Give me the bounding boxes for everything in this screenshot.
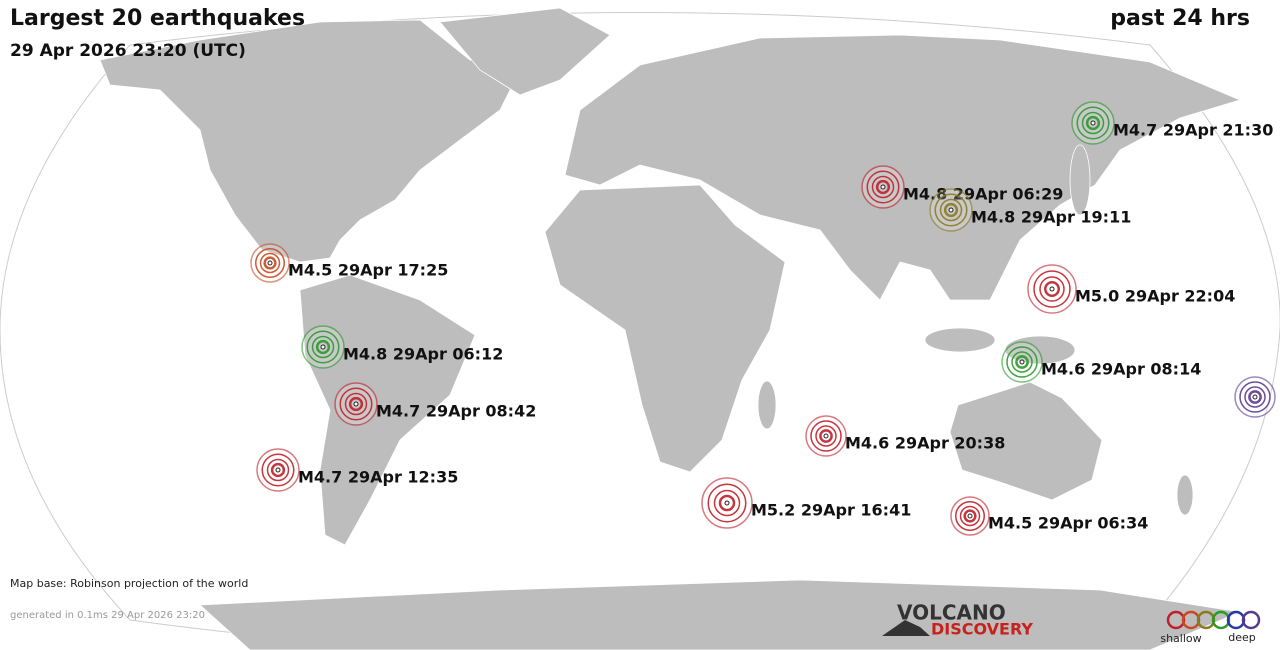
- marker-ring: [959, 505, 981, 527]
- marker-ring: [713, 489, 741, 517]
- earthquake-label: M4.6 29Apr 20:38: [845, 434, 1005, 453]
- marker-ring: [815, 425, 837, 447]
- earthquake-marker: [929, 188, 973, 232]
- depth-legend: [1166, 610, 1261, 630]
- marker-ring: [934, 193, 968, 227]
- marker-ring: [339, 387, 373, 421]
- marker-ring: [875, 179, 891, 195]
- marker-center: [1019, 359, 1025, 365]
- marker-ring: [270, 462, 286, 478]
- marker-ring: [1239, 381, 1271, 413]
- earthquake-marker: [256, 448, 300, 492]
- marker-center: [275, 467, 281, 473]
- marker-center: [724, 500, 730, 506]
- marker-ring: [1044, 281, 1060, 297]
- earthquake-label: M4.8 29Apr 19:11: [971, 208, 1131, 227]
- marker-ring: [261, 453, 295, 487]
- marker-center: [1090, 120, 1096, 126]
- marker-center: [967, 513, 973, 519]
- earthquake-marker: [1027, 264, 1077, 314]
- logo-line2: DISCOVERY: [931, 620, 1033, 639]
- earthquake-label: M4.8 29Apr 06:12: [343, 345, 503, 364]
- logo-icon: [882, 620, 930, 636]
- legend-deep: deep: [1228, 631, 1256, 644]
- earthquake-marker: [1001, 341, 1043, 383]
- marker-ring: [259, 252, 281, 274]
- earthquake-marker: [950, 496, 990, 536]
- earthquake-label: M4.8 29Apr 06:29: [903, 185, 1063, 204]
- earthquake-label: M5.2 29Apr 16:41: [751, 501, 911, 520]
- earthquake-marker: [301, 325, 345, 369]
- marker-ring: [939, 198, 963, 222]
- logo-line1: VOLCANO: [897, 601, 1006, 625]
- marker-center: [880, 184, 886, 190]
- marker-ring: [1081, 111, 1105, 135]
- title: Largest 20 earthquakes: [10, 6, 305, 31]
- marker-center: [823, 433, 829, 439]
- earthquake-label: M4.7 29Apr 21:30: [1113, 121, 1273, 140]
- marker-center: [948, 207, 954, 213]
- marker-ring: [255, 248, 285, 278]
- marker-ring: [266, 458, 290, 482]
- marker-center: [320, 344, 326, 350]
- marker-center: [353, 401, 359, 407]
- earthquake-marker: [805, 415, 847, 457]
- marker-ring: [1015, 355, 1029, 369]
- marker-ring: [1006, 346, 1038, 378]
- marker-ring: [810, 420, 842, 452]
- earthquake-marker: [861, 165, 905, 209]
- earthquake-marker: [334, 382, 378, 426]
- map-base-note: Map base: Robinson projection of the wor…: [10, 577, 248, 590]
- marker-ring: [871, 175, 895, 199]
- earthquake-label: M5.0 29Apr 22:04: [1075, 287, 1235, 306]
- earthquake-label: M4.7 29Apr 12:35: [298, 468, 458, 487]
- marker-ring: [315, 339, 331, 355]
- marker-ring: [866, 170, 900, 204]
- marker-center: [1252, 394, 1258, 400]
- marker-ring: [306, 330, 340, 364]
- marker-ring: [819, 429, 833, 443]
- marker-ring: [1039, 276, 1065, 302]
- earthquake-label: M4.7 29Apr 08:42: [376, 402, 536, 421]
- period: past 24 hrs: [1110, 6, 1250, 31]
- generated-note: generated in 0.1ms 29 Apr 2026 23:20: [10, 610, 205, 621]
- marker-ring: [311, 335, 335, 359]
- marker-ring: [1085, 115, 1101, 131]
- earthquake-label: M4.5 29Apr 17:25: [288, 261, 448, 280]
- landmasses: [99, 7, 1242, 650]
- marker-ring: [1076, 106, 1110, 140]
- marker-ring: [963, 509, 977, 523]
- earthquake-label: M4.5 29Apr 06:34: [988, 514, 1148, 533]
- earthquake-marker: [701, 477, 753, 529]
- marker-ring: [1011, 351, 1033, 373]
- marker-ring: [707, 483, 747, 523]
- marker-center: [1049, 286, 1055, 292]
- marker-ring: [348, 396, 364, 412]
- legend-shallow: shallow: [1160, 632, 1201, 645]
- marker-ring: [1033, 270, 1071, 308]
- marker-ring: [344, 392, 368, 416]
- marker-ring: [1248, 390, 1262, 404]
- earthquake-marker: [1071, 101, 1115, 145]
- marker-center: [267, 260, 273, 266]
- marker-ring: [718, 494, 736, 512]
- marker-ring: [1244, 386, 1266, 408]
- earthquake-marker: [250, 243, 290, 283]
- earthquake-label: M4.6 29Apr 08:14: [1041, 360, 1201, 379]
- marker-ring: [263, 256, 277, 270]
- marker-ring: [943, 202, 959, 218]
- marker-ring: [955, 501, 985, 531]
- subtitle: 29 Apr 2026 23:20 (UTC): [10, 41, 246, 61]
- earthquake-marker: [1234, 376, 1276, 418]
